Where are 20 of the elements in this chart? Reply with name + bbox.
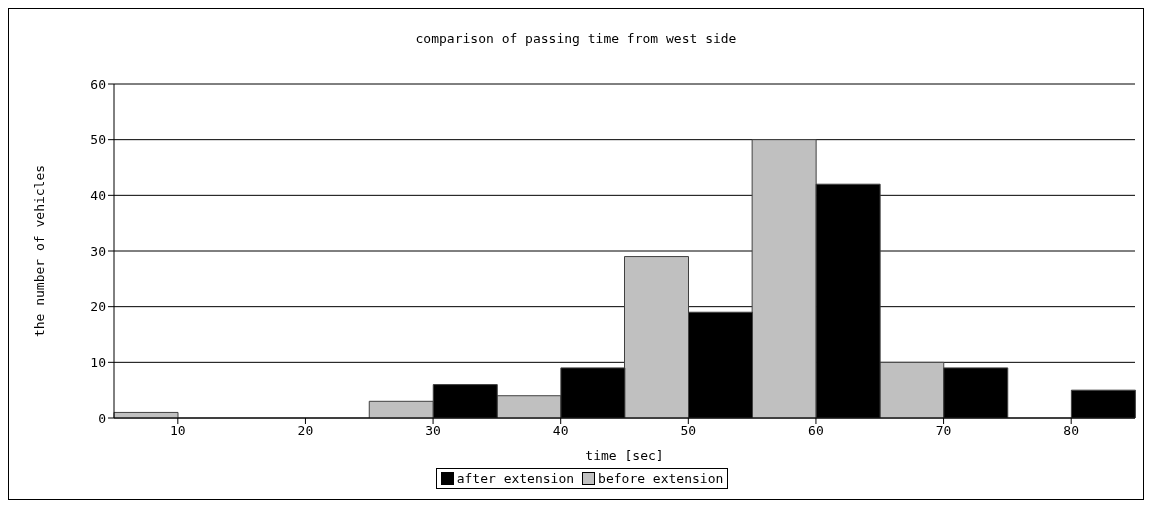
x-tick-label: 10 [169, 423, 186, 439]
y-tick-label: 10 [90, 354, 106, 370]
x-tick-label: 60 [808, 423, 824, 439]
y-tick-label: 20 [90, 299, 106, 315]
x-axis-title: time [sec] [585, 448, 664, 463]
y-axis-title: the number of vehicles [31, 164, 47, 338]
x-tick-label: 20 [297, 423, 314, 439]
y-tick-label: 60 [90, 76, 106, 92]
legend-label: before extension [597, 471, 724, 486]
chart-title: comparison of passing time from west side [414, 31, 738, 46]
legend-label: after extension [455, 471, 575, 486]
x-tick-label: 30 [425, 423, 441, 439]
x-tick-label: 50 [680, 423, 697, 439]
y-tick-label: 30 [90, 243, 106, 259]
x-tick-label: 40 [552, 423, 569, 439]
y-tick-label: 0 [98, 410, 106, 426]
x-tick-label: 80 [1063, 423, 1080, 439]
y-tick-label: 50 [90, 132, 106, 148]
x-tick-label: 70 [935, 423, 952, 439]
y-tick-label: 40 [90, 187, 106, 203]
